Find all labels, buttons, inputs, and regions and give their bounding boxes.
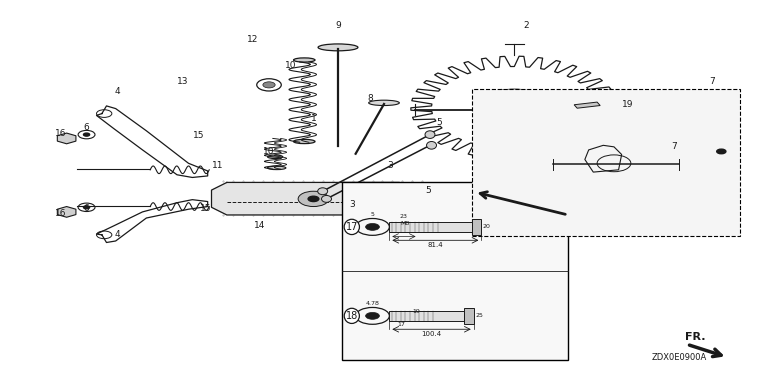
Text: 4.78: 4.78	[366, 301, 379, 306]
Ellipse shape	[426, 141, 436, 149]
Text: 3: 3	[349, 200, 355, 209]
Text: 1: 1	[310, 114, 316, 123]
Circle shape	[366, 313, 379, 319]
Ellipse shape	[267, 155, 283, 159]
Text: 16: 16	[55, 209, 66, 218]
Circle shape	[298, 191, 329, 207]
Circle shape	[97, 231, 112, 239]
Bar	[342, 182, 568, 360]
Text: 5: 5	[371, 212, 375, 217]
Text: 17: 17	[346, 222, 358, 232]
Text: FR.: FR.	[685, 332, 706, 342]
Text: 16: 16	[55, 129, 66, 138]
Text: 9: 9	[335, 21, 341, 30]
Text: 25: 25	[475, 313, 483, 318]
Text: 2: 2	[523, 21, 528, 30]
Ellipse shape	[322, 195, 332, 202]
Text: 19: 19	[622, 100, 634, 109]
Text: M8: M8	[401, 221, 410, 226]
Text: 15: 15	[200, 204, 212, 213]
Text: 4: 4	[114, 230, 120, 239]
Circle shape	[308, 196, 319, 202]
Text: 7: 7	[671, 142, 677, 151]
Bar	[465, 308, 474, 324]
Text: 8: 8	[367, 94, 373, 103]
Text: 100.4: 100.4	[422, 331, 442, 337]
Polygon shape	[574, 102, 600, 108]
Text: 12: 12	[247, 35, 258, 44]
Text: 6: 6	[84, 123, 89, 132]
Text: 5: 5	[425, 185, 432, 195]
Text: 6: 6	[84, 204, 89, 213]
Ellipse shape	[267, 166, 286, 170]
Ellipse shape	[425, 131, 435, 139]
Text: 18: 18	[346, 311, 358, 321]
Text: 4: 4	[114, 87, 120, 96]
Text: ZDX0E0900A: ZDX0E0900A	[651, 353, 707, 362]
Circle shape	[84, 206, 90, 209]
Text: 14: 14	[254, 221, 266, 230]
Text: 10: 10	[285, 61, 296, 70]
Text: 3: 3	[387, 162, 393, 170]
Bar	[389, 311, 465, 321]
Bar	[472, 219, 482, 235]
Polygon shape	[211, 182, 415, 215]
Circle shape	[263, 82, 275, 88]
Ellipse shape	[293, 139, 315, 144]
Ellipse shape	[293, 58, 315, 62]
Text: 19: 19	[412, 310, 420, 314]
Text: 23: 23	[400, 214, 408, 219]
Ellipse shape	[369, 100, 399, 106]
Circle shape	[84, 133, 90, 136]
Circle shape	[639, 93, 650, 98]
Bar	[472, 89, 740, 236]
Text: 7: 7	[709, 76, 715, 86]
Polygon shape	[58, 207, 76, 217]
Circle shape	[97, 110, 112, 118]
Text: 15: 15	[193, 131, 204, 140]
Ellipse shape	[318, 44, 358, 51]
Text: 13: 13	[177, 76, 189, 86]
Text: 11: 11	[212, 162, 223, 170]
Text: 81.4: 81.4	[428, 242, 443, 248]
Circle shape	[717, 149, 726, 154]
Ellipse shape	[318, 188, 328, 195]
Text: 5: 5	[436, 118, 442, 127]
Text: 10: 10	[263, 147, 275, 156]
Text: 20: 20	[483, 224, 491, 229]
Bar	[389, 222, 472, 232]
Polygon shape	[58, 133, 76, 144]
Circle shape	[366, 223, 379, 230]
Text: 17: 17	[398, 322, 406, 327]
